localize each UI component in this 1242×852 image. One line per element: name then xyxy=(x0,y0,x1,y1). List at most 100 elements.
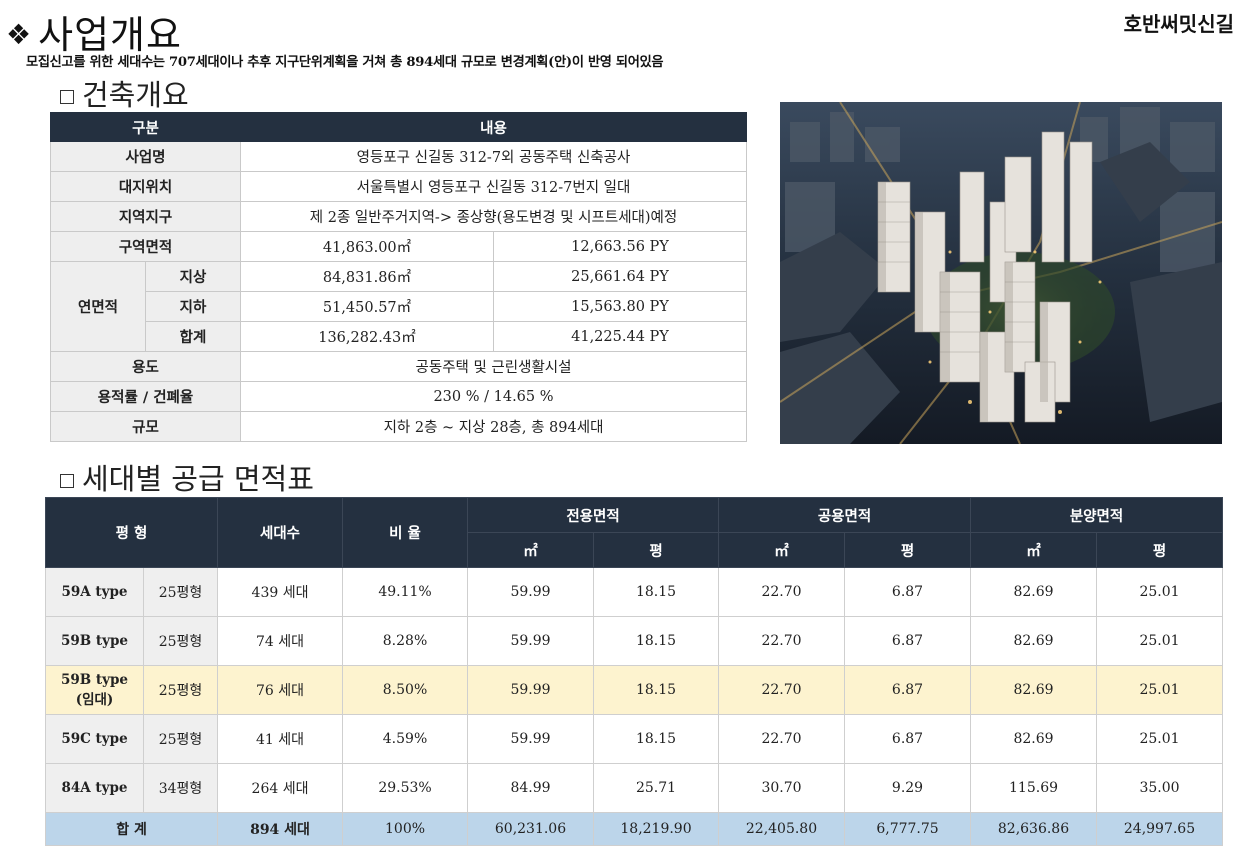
table-row: 용적률 / 건폐율 230 % / 14.65 % xyxy=(50,381,747,412)
cell-type-rental-tag: (임대) xyxy=(75,692,114,708)
cell-units: 439 세대 xyxy=(217,567,344,617)
table-row: 대지위치 서울특별시 영등포구 신길동 312-7번지 일대 xyxy=(50,171,747,202)
cell-exclusive-py: 18.15 xyxy=(593,567,720,617)
row-value: 영등포구 신길동 312-7외 공동주택 신축공사 xyxy=(240,141,747,172)
cell-pyeong: 25평형 xyxy=(142,567,219,617)
col-header-sqm: ㎡ xyxy=(467,532,595,568)
table-row: 지역지구 제 2종 일반주거지역-> 종상향(용도변경 및 시프트세대)예정 xyxy=(50,201,747,232)
cell-units: 74 세대 xyxy=(217,616,344,666)
cell-common-sqm: 22.70 xyxy=(718,616,846,666)
row-value-sqm: 136,282.43㎡ xyxy=(240,321,494,352)
cell-exclusive-sqm: 59.99 xyxy=(467,616,595,666)
col-header-content: 내용 xyxy=(240,112,747,142)
table-row-rental: 59B type (임대) 25평형 76 세대 8.50% 59.99 18.1… xyxy=(45,665,1224,715)
cell-units: 76 세대 xyxy=(217,665,344,715)
row-label: 규모 xyxy=(50,411,241,442)
cell-total-label: 합 계 xyxy=(44,812,219,846)
brand-name: 호반써밋신길 xyxy=(1123,12,1234,36)
cell-pyeong: 25평형 xyxy=(142,714,219,764)
cell-common-sqm: 22.70 xyxy=(718,567,846,617)
cell-common-sqm: 22.70 xyxy=(718,665,846,715)
row-label: 용도 xyxy=(50,351,241,382)
cell-total-sale-py: 24,997.65 xyxy=(1096,812,1224,846)
row-value-py: 12,663.56 PY xyxy=(493,231,747,262)
cell-common-py: 6.87 xyxy=(844,567,972,617)
col-header-category: 구분 xyxy=(50,112,241,142)
cell-common-py: 9.29 xyxy=(844,763,972,813)
col-header-units: 세대수 xyxy=(217,497,344,568)
row-label-floor-area: 연면적 xyxy=(50,261,146,352)
col-header-sqm: ㎡ xyxy=(718,532,846,568)
col-header-common: 공용면적 xyxy=(718,497,972,533)
table-row: 59C type 25평형 41 세대 4.59% 59.99 18.15 22… xyxy=(45,714,1224,764)
row-value-sqm: 51,450.57㎡ xyxy=(240,291,494,322)
table-row-total: 합 계 894 세대 100% 60,231.06 18,219.90 22,4… xyxy=(44,812,1224,846)
complex-aerial-rendering xyxy=(780,102,1222,444)
row-value: 지하 2층 ~ 지상 28층, 총 894세대 xyxy=(240,411,747,442)
col-header-sqm: ㎡ xyxy=(970,532,1098,568)
cell-common-sqm: 22.70 xyxy=(718,714,846,764)
cell-units: 41 세대 xyxy=(217,714,344,764)
cell-exclusive-py: 18.15 xyxy=(593,616,720,666)
cell-ratio: 49.11% xyxy=(342,567,469,617)
supply-area-table: 평 형 세대수 비 율 전용면적 공용면적 분양면적 ㎡ 평 ㎡ 평 ㎡ 평 5… xyxy=(44,497,1224,846)
row-sublabel: 지하 xyxy=(145,291,241,322)
cell-pyeong: 25평형 xyxy=(142,665,219,715)
cell-exclusive-sqm: 59.99 xyxy=(467,665,595,715)
cell-type: 59A type xyxy=(45,567,144,617)
row-value: 230 % / 14.65 % xyxy=(240,381,747,412)
cell-type: 59B type xyxy=(45,616,144,666)
row-label: 지역지구 xyxy=(50,201,241,232)
diamond-bullet-icon: ❖ xyxy=(6,18,33,51)
row-value-py: 25,661.64 PY xyxy=(493,261,747,292)
cell-exclusive-py: 18.15 xyxy=(593,714,720,764)
cell-total-common-sqm: 22,405.80 xyxy=(718,812,846,846)
row-sublabel: 합계 xyxy=(145,321,241,352)
cell-sale-py: 35.00 xyxy=(1096,763,1224,813)
row-value-py: 15,563.80 PY xyxy=(493,291,747,322)
row-value-py: 41,225.44 PY xyxy=(493,321,747,352)
aerial-rendering-image xyxy=(780,102,1222,444)
cell-type-name: 59B type xyxy=(60,672,128,688)
section-title-supply-text: 세대별 공급 면적표 xyxy=(82,462,314,496)
row-label: 구역면적 xyxy=(50,231,241,262)
cell-pyeong: 34평형 xyxy=(142,763,219,813)
table-row: 59B type 25평형 74 세대 8.28% 59.99 18.15 22… xyxy=(45,616,1224,666)
cell-exclusive-sqm: 59.99 xyxy=(467,714,595,764)
supply-header-row: 평 형 세대수 비 율 전용면적 공용면적 분양면적 xyxy=(44,497,1224,568)
cell-sale-py: 25.01 xyxy=(1096,714,1224,764)
row-label: 사업명 xyxy=(50,141,241,172)
col-header-py: 평 xyxy=(1096,532,1224,568)
col-header-py: 평 xyxy=(593,532,720,568)
section-title-supply: 세대별 공급 면적표 xyxy=(60,456,314,498)
cell-sale-sqm: 82.69 xyxy=(970,665,1098,715)
row-sublabel: 지상 xyxy=(145,261,241,292)
cell-sale-sqm: 82.69 xyxy=(970,567,1098,617)
cell-total-exclusive-py: 18,219.90 xyxy=(593,812,720,846)
table-row: 규모 지하 2층 ~ 지상 28층, 총 894세대 xyxy=(50,411,747,442)
cell-total-exclusive-sqm: 60,231.06 xyxy=(467,812,595,846)
section-title-overview-text: 건축개요 xyxy=(82,78,189,112)
col-header-exclusive: 전용면적 xyxy=(467,497,720,533)
row-label: 대지위치 xyxy=(50,171,241,202)
row-label: 용적률 / 건폐율 xyxy=(50,381,241,412)
cell-ratio: 8.28% xyxy=(342,616,469,666)
cell-ratio: 8.50% xyxy=(342,665,469,715)
row-value: 제 2종 일반주거지역-> 종상향(용도변경 및 시프트세대)예정 xyxy=(240,201,747,232)
cell-type: 84A type xyxy=(45,763,144,813)
page-title: ❖ 사업개요 xyxy=(6,4,182,59)
square-bullet-icon xyxy=(60,90,74,104)
cell-total-units: 894 세대 xyxy=(217,812,344,846)
row-value: 서울특별시 영등포구 신길동 312-7번지 일대 xyxy=(240,171,747,202)
overview-header-row: 구분 내용 xyxy=(50,112,747,142)
cell-sale-py: 25.01 xyxy=(1096,567,1224,617)
col-header-sale: 분양면적 xyxy=(970,497,1224,533)
cell-type: 59C type xyxy=(45,714,144,764)
cell-type: 59B type (임대) xyxy=(45,665,144,715)
cell-ratio: 29.53% xyxy=(342,763,469,813)
row-value-sqm: 41,863.00㎡ xyxy=(240,231,494,262)
table-row: 59A type 25평형 439 세대 49.11% 59.99 18.15 … xyxy=(45,567,1224,617)
cell-sale-sqm: 82.69 xyxy=(970,616,1098,666)
table-row: 사업명 영등포구 신길동 312-7외 공동주택 신축공사 xyxy=(50,141,747,172)
table-row: 용도 공동주택 및 근린생활시설 xyxy=(50,351,747,382)
